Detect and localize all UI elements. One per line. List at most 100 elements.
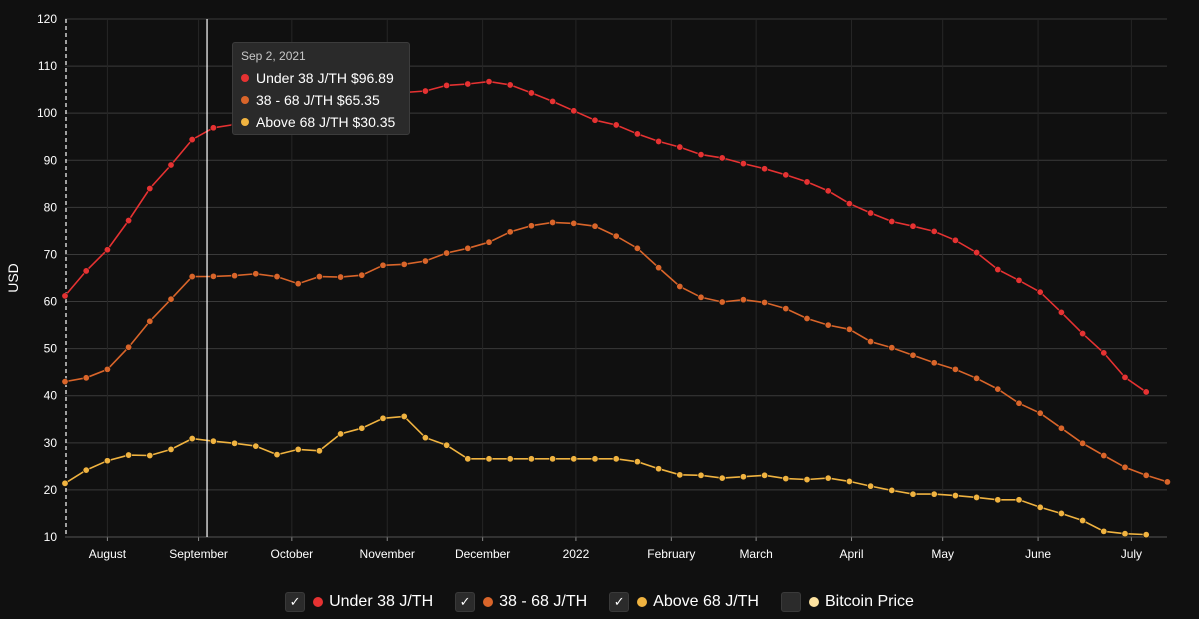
legend-item-38-68[interactable]: ✓ 38 - 68 J/TH	[455, 592, 587, 612]
data-point[interactable]	[294, 445, 302, 453]
data-point[interactable]	[845, 200, 853, 208]
data-point[interactable]	[188, 435, 196, 443]
data-point[interactable]	[803, 476, 811, 484]
data-point[interactable]	[1015, 496, 1023, 504]
series-1[interactable]	[61, 218, 1171, 486]
data-point[interactable]	[824, 474, 832, 482]
data-point[interactable]	[464, 244, 472, 252]
data-point[interactable]	[909, 222, 917, 230]
data-point[interactable]	[1163, 478, 1171, 486]
data-point[interactable]	[379, 414, 387, 422]
data-point[interactable]	[994, 496, 1002, 504]
data-point[interactable]	[421, 257, 429, 265]
data-point[interactable]	[909, 351, 917, 359]
data-point[interactable]	[273, 451, 281, 459]
data-point[interactable]	[421, 87, 429, 95]
data-point[interactable]	[633, 458, 641, 466]
data-point[interactable]	[697, 471, 705, 479]
data-point[interactable]	[103, 246, 111, 254]
data-point[interactable]	[612, 121, 620, 129]
data-point[interactable]	[1100, 452, 1108, 460]
data-point[interactable]	[697, 151, 705, 159]
data-point[interactable]	[824, 321, 832, 329]
data-point[interactable]	[782, 475, 790, 483]
data-point[interactable]	[549, 455, 557, 463]
data-point[interactable]	[485, 78, 493, 86]
checkbox-checked-icon[interactable]: ✓	[609, 592, 630, 612]
data-point[interactable]	[231, 439, 239, 447]
data-point[interactable]	[443, 81, 451, 89]
data-point[interactable]	[570, 455, 578, 463]
data-point[interactable]	[973, 374, 981, 382]
data-point[interactable]	[845, 325, 853, 333]
data-point[interactable]	[527, 89, 535, 97]
data-point[interactable]	[294, 280, 302, 288]
data-point[interactable]	[103, 457, 111, 465]
data-point[interactable]	[167, 161, 175, 169]
data-point[interactable]	[994, 385, 1002, 393]
data-point[interactable]	[718, 154, 726, 162]
data-point[interactable]	[400, 412, 408, 420]
data-point[interactable]	[61, 292, 69, 300]
data-point[interactable]	[82, 374, 90, 382]
data-point[interactable]	[61, 378, 69, 386]
data-point[interactable]	[676, 471, 684, 479]
data-point[interactable]	[188, 136, 196, 144]
data-point[interactable]	[358, 271, 366, 279]
data-point[interactable]	[485, 238, 493, 246]
data-point[interactable]	[167, 295, 175, 303]
data-point[interactable]	[824, 187, 832, 195]
data-point[interactable]	[1142, 471, 1150, 479]
data-point[interactable]	[337, 273, 345, 281]
data-point[interactable]	[909, 490, 917, 498]
data-point[interactable]	[591, 222, 599, 230]
data-point[interactable]	[951, 365, 959, 373]
data-point[interactable]	[1015, 399, 1023, 407]
data-point[interactable]	[591, 455, 599, 463]
series-line[interactable]	[64, 415, 1147, 536]
data-point[interactable]	[951, 236, 959, 244]
data-point[interactable]	[1015, 276, 1023, 284]
data-point[interactable]	[125, 451, 133, 459]
data-point[interactable]	[1057, 424, 1065, 432]
data-point[interactable]	[782, 305, 790, 313]
data-point[interactable]	[676, 143, 684, 151]
data-point[interactable]	[527, 222, 535, 230]
data-point[interactable]	[739, 473, 747, 481]
data-point[interactable]	[739, 160, 747, 168]
data-point[interactable]	[951, 492, 959, 500]
data-point[interactable]	[464, 455, 472, 463]
data-point[interactable]	[973, 249, 981, 257]
data-point[interactable]	[82, 267, 90, 275]
data-point[interactable]	[888, 217, 896, 225]
data-point[interactable]	[125, 217, 133, 225]
data-point[interactable]	[549, 97, 557, 105]
data-point[interactable]	[252, 270, 260, 278]
data-point[interactable]	[845, 477, 853, 485]
data-point[interactable]	[146, 452, 154, 460]
legend-item-under-38[interactable]: ✓ Under 38 J/TH	[285, 592, 433, 612]
data-point[interactable]	[464, 80, 472, 88]
data-point[interactable]	[570, 107, 578, 115]
data-point[interactable]	[443, 249, 451, 257]
data-point[interactable]	[400, 260, 408, 268]
data-point[interactable]	[930, 359, 938, 367]
data-point[interactable]	[803, 178, 811, 186]
legend-item-above-68[interactable]: ✓ Above 68 J/TH	[609, 592, 759, 612]
checkbox-unchecked-icon[interactable]	[780, 592, 801, 612]
data-point[interactable]	[1121, 373, 1129, 381]
data-point[interactable]	[146, 317, 154, 325]
data-point[interactable]	[761, 298, 769, 306]
data-point[interactable]	[443, 441, 451, 449]
legend-item-bitcoin-price[interactable]: Bitcoin Price	[780, 592, 914, 612]
data-point[interactable]	[930, 490, 938, 498]
data-point[interactable]	[209, 124, 217, 132]
data-point[interactable]	[718, 474, 726, 482]
data-point[interactable]	[739, 296, 747, 304]
data-point[interactable]	[506, 81, 514, 89]
data-point[interactable]	[549, 218, 557, 226]
data-point[interactable]	[231, 272, 239, 280]
data-point[interactable]	[1036, 409, 1044, 417]
data-point[interactable]	[888, 344, 896, 352]
data-point[interactable]	[1121, 530, 1129, 538]
